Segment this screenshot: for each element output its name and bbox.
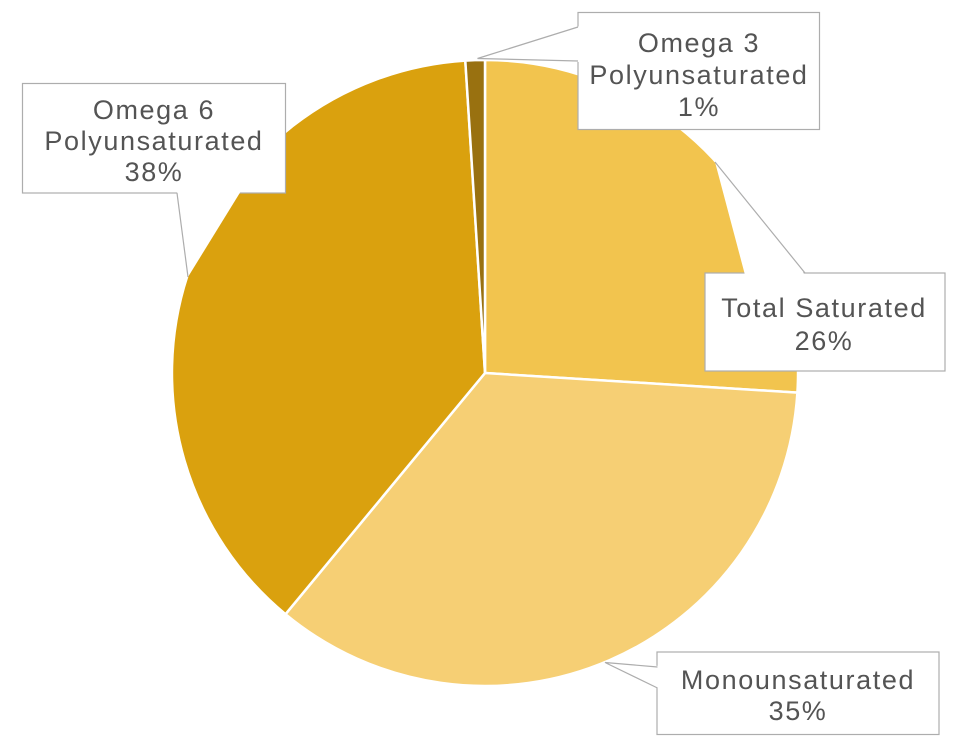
svg-text:Total Saturated: Total Saturated [721, 293, 927, 323]
svg-text:Polyunsaturated: Polyunsaturated [589, 60, 808, 90]
svg-text:35%: 35% [769, 696, 828, 726]
svg-text:38%: 38% [125, 157, 184, 187]
svg-text:26%: 26% [795, 326, 854, 356]
svg-text:Monounsaturated: Monounsaturated [681, 665, 915, 695]
svg-text:Omega 6: Omega 6 [93, 95, 215, 125]
svg-text:Omega 3: Omega 3 [638, 28, 760, 58]
svg-text:Polyunsaturated: Polyunsaturated [44, 126, 263, 156]
svg-text:1%: 1% [678, 92, 720, 122]
